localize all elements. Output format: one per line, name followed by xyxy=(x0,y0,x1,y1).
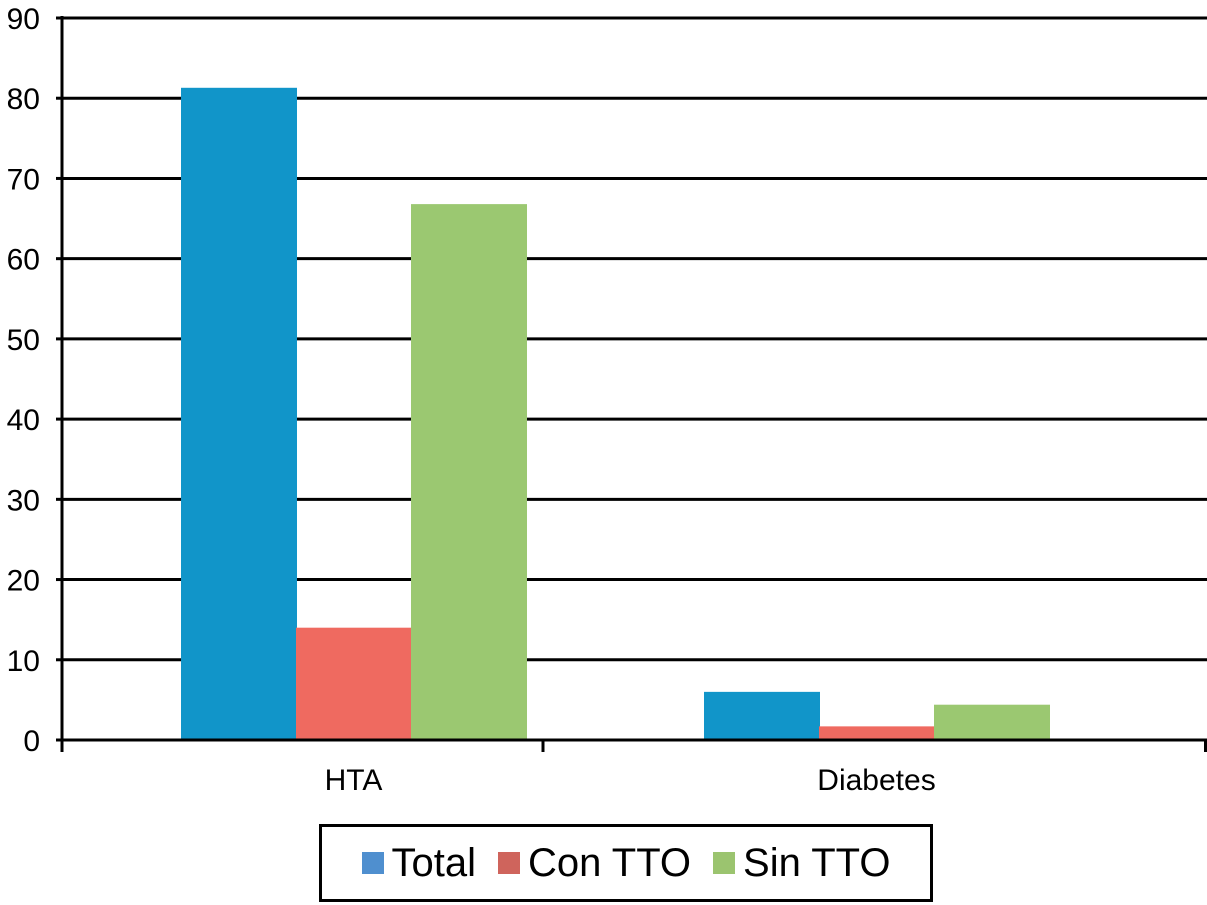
y-tick-label: 70 xyxy=(7,163,40,196)
y-tick-label: 30 xyxy=(7,484,40,517)
bar-con-tto-hta xyxy=(296,627,412,740)
x-tick-label: Diabetes xyxy=(817,764,935,797)
y-tick-label: 0 xyxy=(23,725,40,758)
legend-label: Sin TTO xyxy=(743,841,891,885)
legend-label: Total xyxy=(391,841,477,885)
legend-label: Con TTO xyxy=(528,841,692,885)
bar-total-hta xyxy=(181,87,297,740)
legend-swatch xyxy=(498,852,520,874)
legend-item: Con TTO xyxy=(498,843,691,883)
y-tick-label: 10 xyxy=(7,645,40,678)
x-tick-labels: HTA Diabetes xyxy=(325,764,936,797)
legend-swatch xyxy=(713,852,736,874)
legend-item: Total xyxy=(361,841,477,885)
bars xyxy=(181,87,1050,741)
y-tick-label: 20 xyxy=(7,565,40,598)
legend: Total Con TTO Sin TTO xyxy=(319,824,933,902)
bar-total-diabetes xyxy=(704,691,820,740)
y-tick-label: 80 xyxy=(7,83,40,116)
y-tick-label: 40 xyxy=(7,404,40,437)
legend-swatch xyxy=(361,852,384,874)
axes xyxy=(56,16,1207,752)
y-tick-label: 90 xyxy=(7,3,40,36)
x-tick-label: HTA xyxy=(325,764,383,797)
bar-sin-tto-hta xyxy=(411,204,527,741)
bar-sin-tto-diabetes xyxy=(934,704,1050,740)
bar-con-tto-diabetes xyxy=(819,726,935,740)
legend-item: Sin TTO xyxy=(713,841,891,885)
y-tick-label: 50 xyxy=(7,324,40,357)
y-tick-labels: 0 10 20 30 40 50 60 70 80 90 xyxy=(7,3,40,758)
y-tick-label: 60 xyxy=(7,244,40,277)
